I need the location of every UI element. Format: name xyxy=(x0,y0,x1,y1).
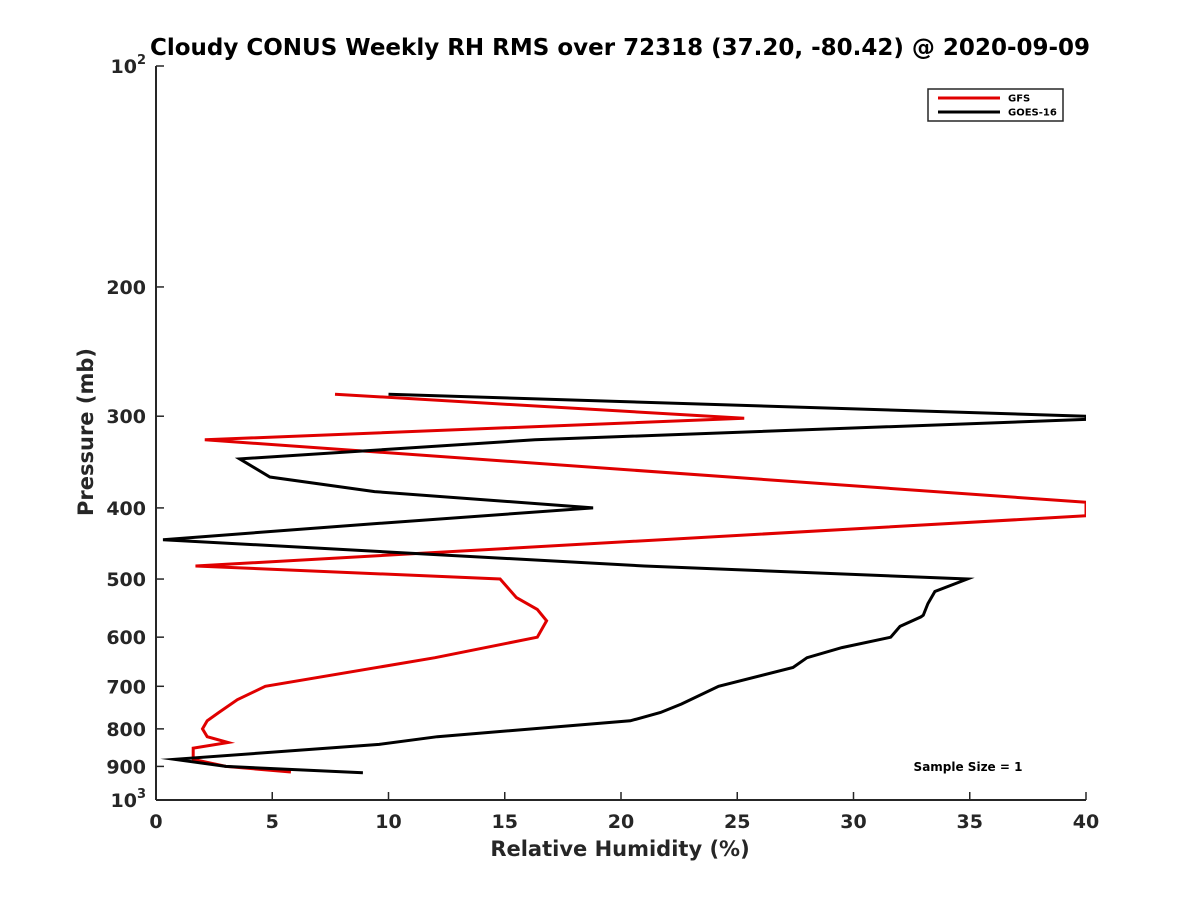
legend-box xyxy=(927,88,1064,122)
x-axis-label: Relative Humidity (%) xyxy=(490,837,749,861)
sample-size-annotation: Sample Size = 1 xyxy=(914,760,1023,774)
y-tick-label: 600 xyxy=(106,627,146,649)
x-tick-label: 40 xyxy=(1073,811,1099,833)
chart-title: Cloudy CONUS Weekly RH RMS over 72318 (3… xyxy=(150,35,1090,61)
y-tick-label: 200 xyxy=(106,277,146,299)
y-axis-label: Pressure (mb) xyxy=(74,348,98,516)
series-layer xyxy=(160,392,1086,775)
x-tick-label: 10 xyxy=(375,811,401,833)
y-tick-label: 102 xyxy=(111,53,147,78)
x-tick-label: 0 xyxy=(149,811,162,833)
y-tick-label: 700 xyxy=(106,676,146,698)
x-tick-label: 30 xyxy=(840,811,866,833)
series-line-goes-16 xyxy=(160,392,1086,775)
x-tick-label: 25 xyxy=(724,811,750,833)
y-tick-label: 900 xyxy=(106,756,146,778)
x-tick-label: 35 xyxy=(957,811,983,833)
series-line-gfs xyxy=(191,392,1086,774)
ticks-layer: 0 5 10 15 20 25 30 35 40 102 200 300 400 500 600 700 800… xyxy=(106,53,1099,833)
x-tick-label: 5 xyxy=(266,811,279,833)
y-tick-label: 300 xyxy=(106,406,146,428)
y-tick-label: 800 xyxy=(106,719,146,741)
y-tick-label: 103 xyxy=(111,787,147,812)
x-tick-label: 15 xyxy=(492,811,518,833)
y-tick-label: 500 xyxy=(106,569,146,591)
legend-label: GFS xyxy=(1008,94,1030,105)
y-tick-label: 400 xyxy=(106,498,146,520)
x-tick-label: 20 xyxy=(608,811,634,833)
legend-label: GOES-16 xyxy=(1008,108,1057,119)
legend: GFS GOES-16 xyxy=(927,88,1064,122)
